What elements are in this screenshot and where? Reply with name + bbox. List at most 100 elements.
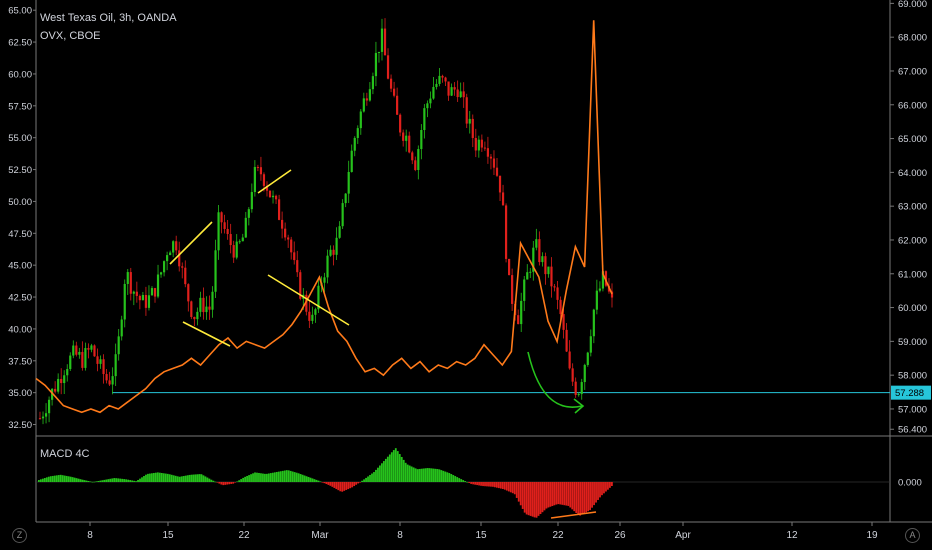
candle-body	[517, 315, 520, 325]
macd-bar	[260, 473, 262, 482]
macd-bar	[464, 481, 467, 482]
macd-bar	[452, 475, 455, 482]
left-tick-label: 47.50	[8, 229, 32, 240]
candle-body	[601, 271, 605, 289]
macd-bar	[244, 476, 247, 482]
candle-body	[477, 139, 480, 151]
candle-body	[299, 272, 302, 299]
candle-body	[583, 364, 586, 383]
left-tick-label: 37.50	[8, 356, 32, 367]
candle-body	[102, 359, 105, 375]
auto-scale-icon[interactable]: A	[905, 528, 920, 543]
macd-bar	[226, 482, 229, 485]
macd-bar	[543, 482, 546, 511]
macd-bar	[373, 472, 375, 482]
macd-bar	[287, 470, 290, 482]
candle-body	[47, 399, 51, 414]
macd-bar	[428, 468, 431, 482]
macd-bar	[279, 471, 282, 482]
macd-bar	[264, 473, 266, 482]
macd-bar	[438, 469, 441, 482]
candle-body	[444, 77, 447, 82]
candle-body	[317, 285, 320, 310]
macd-bar	[591, 482, 593, 508]
macd-bar	[273, 472, 276, 482]
macd-bar	[57, 475, 60, 482]
macd-bar	[111, 478, 114, 482]
timezone-icon[interactable]: Z	[12, 528, 27, 543]
macd-bar	[224, 482, 227, 485]
macd-bar	[61, 475, 64, 482]
macd-bar	[367, 476, 369, 482]
macd-bar	[214, 481, 217, 483]
macd-bar	[53, 475, 56, 482]
right-tick-label: 64.000	[898, 168, 927, 179]
x-tick-label: 8	[87, 530, 93, 541]
macd-bar	[154, 472, 157, 482]
candle-body	[574, 381, 577, 395]
macd-bar	[75, 478, 78, 482]
macd-bar	[589, 482, 591, 511]
candle-body	[414, 160, 417, 171]
left-tick-label: 50.00	[8, 197, 32, 208]
candle-body	[462, 91, 465, 98]
macd-bar	[246, 475, 248, 482]
macd-bar	[515, 482, 518, 498]
macd-bar	[109, 478, 112, 482]
candle-body	[529, 271, 532, 273]
macd-bar	[511, 482, 514, 494]
candle-body	[51, 388, 54, 400]
candle-body	[153, 288, 157, 297]
macd-bar	[557, 482, 560, 505]
candle-body	[78, 351, 81, 355]
macd-bar	[347, 482, 350, 490]
candle-body	[196, 311, 199, 320]
candle-body	[241, 237, 244, 242]
macd-bar	[410, 466, 413, 482]
candle-body	[386, 55, 390, 79]
candle-body	[392, 88, 396, 96]
curved-arrow	[527, 351, 583, 408]
macd-bar	[499, 482, 502, 489]
candle-body	[511, 275, 514, 304]
arrow-head-icon	[573, 398, 585, 414]
right-tick-label: 66.000	[898, 100, 927, 111]
macd-bar	[406, 464, 409, 482]
x-tick-label: 8	[397, 530, 403, 541]
candle-body	[268, 190, 272, 198]
macd-bar	[396, 451, 399, 482]
macd-bar	[505, 482, 508, 491]
candle-body	[323, 277, 326, 283]
right-tick-label: 67.000	[898, 66, 927, 77]
candle-body	[159, 272, 163, 275]
candle-body	[426, 103, 429, 109]
macd-bar	[188, 474, 191, 482]
macd-bar	[446, 472, 449, 482]
candle-body	[108, 380, 111, 385]
candle-body	[380, 28, 384, 52]
macd-bar	[398, 454, 401, 482]
macd-bar	[105, 479, 108, 482]
candle-body	[281, 219, 284, 229]
macd-bar	[184, 475, 187, 482]
macd-bar	[595, 482, 597, 503]
macd-bar	[382, 461, 385, 482]
candle-body	[111, 376, 114, 385]
macd-bar	[400, 456, 403, 482]
macd-bar	[377, 467, 379, 482]
macd-bar	[127, 479, 130, 482]
right-tick-label: 62.000	[898, 235, 927, 246]
macd-bar	[478, 482, 480, 486]
macd-bar	[49, 476, 52, 482]
ovx-line	[35, 20, 613, 414]
candle-body	[541, 256, 544, 263]
candle-body	[84, 348, 87, 368]
candle-body	[538, 239, 541, 263]
x-tick-label: 15	[162, 530, 174, 541]
candle-body	[459, 91, 462, 98]
price-badge-label: 57.288	[895, 388, 924, 399]
candle-body	[480, 139, 483, 148]
right-tick-label: 63.000	[898, 202, 927, 213]
macd-bar	[297, 473, 300, 482]
